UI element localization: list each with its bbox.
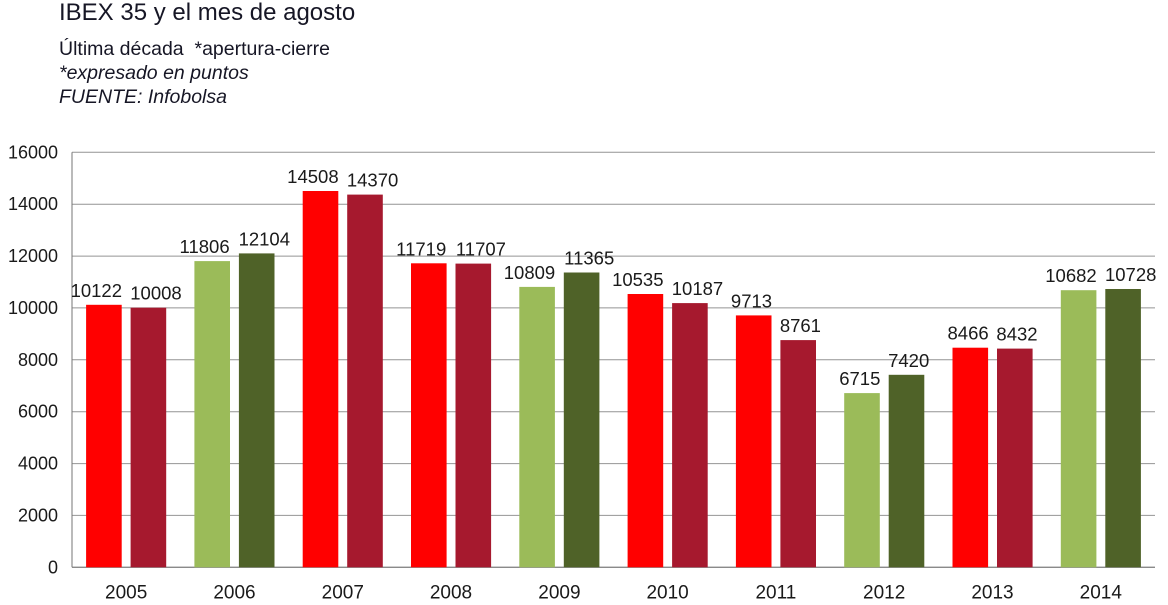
svg-text:10187: 10187 [672,278,723,299]
svg-text:2011: 2011 [755,582,796,603]
svg-text:8000: 8000 [18,350,58,370]
svg-text:2012: 2012 [863,582,905,603]
svg-text:9713: 9713 [731,290,772,311]
svg-text:2006: 2006 [213,582,255,603]
svg-text:11719: 11719 [396,238,446,259]
svg-text:8432: 8432 [996,324,1037,345]
svg-text:12000: 12000 [8,246,58,266]
svg-text:7420: 7420 [888,350,929,371]
svg-text:11365: 11365 [564,248,614,269]
svg-text:14000: 14000 [8,194,58,214]
svg-text:10682: 10682 [1045,265,1096,286]
svg-text:2014: 2014 [1080,582,1123,603]
svg-text:2008: 2008 [430,582,472,603]
svg-text:6000: 6000 [18,402,58,422]
svg-text:2009: 2009 [538,582,580,603]
svg-text:0: 0 [48,557,58,577]
svg-text:11707: 11707 [456,239,506,260]
svg-text:14370: 14370 [347,170,398,191]
svg-text:10535: 10535 [612,269,663,290]
svg-text:2010: 2010 [646,582,688,603]
svg-text:14508: 14508 [287,166,338,187]
svg-text:2013: 2013 [971,582,1013,603]
svg-text:2007: 2007 [322,582,364,603]
svg-text:2005: 2005 [105,582,147,603]
svg-text:10000: 10000 [8,298,58,318]
svg-text:16000: 16000 [8,142,58,162]
svg-text:8466: 8466 [948,323,989,344]
svg-text:2000: 2000 [18,505,58,525]
svg-text:11806: 11806 [180,236,230,257]
svg-text:10122: 10122 [71,280,122,301]
svg-text:10809: 10809 [504,262,555,283]
svg-text:10008: 10008 [130,283,181,304]
svg-text:4000: 4000 [18,454,58,474]
svg-text:12104: 12104 [239,228,290,249]
svg-text:8761: 8761 [780,315,821,336]
svg-text:10728: 10728 [1105,264,1156,285]
svg-text:6715: 6715 [839,368,880,389]
